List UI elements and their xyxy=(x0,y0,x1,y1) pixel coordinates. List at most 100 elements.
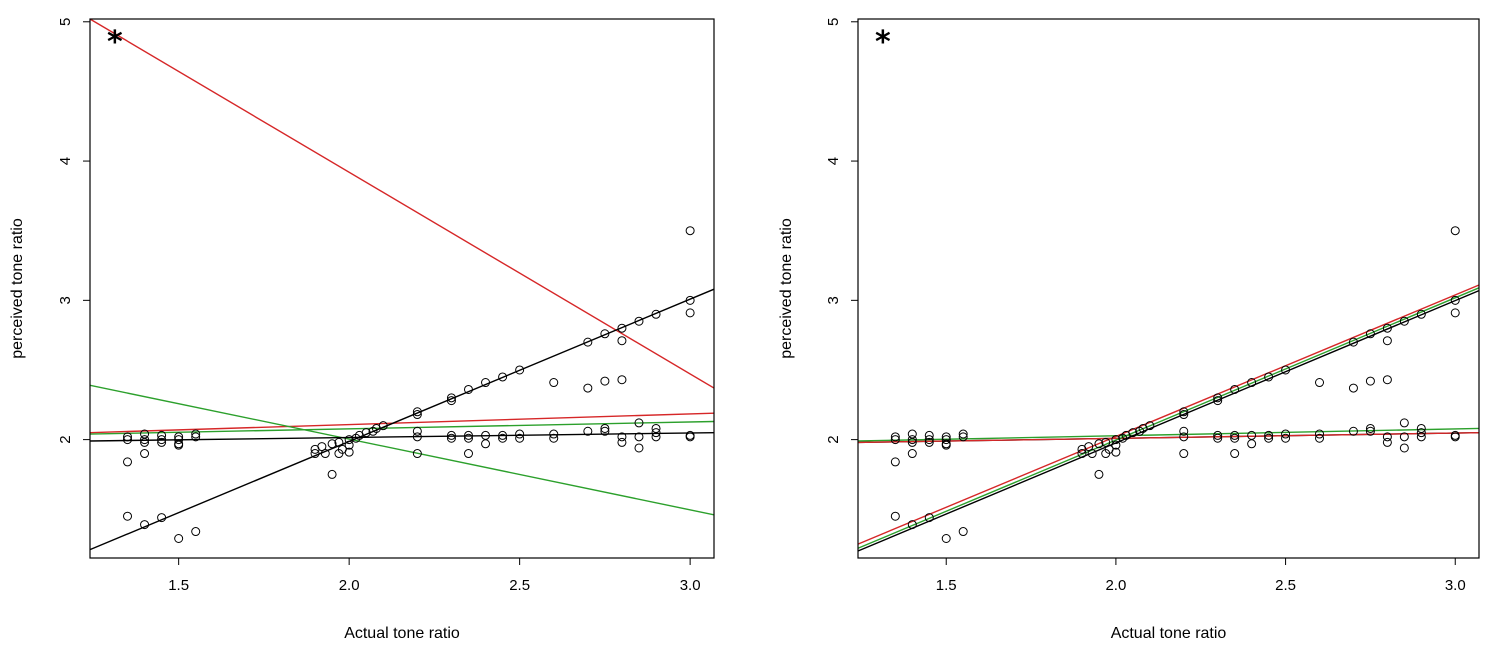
fit-line-1 xyxy=(90,19,714,389)
data-point xyxy=(1382,375,1392,385)
data-point xyxy=(1179,407,1189,417)
data-point xyxy=(1084,442,1094,452)
data-point xyxy=(1230,433,1240,443)
data-point xyxy=(481,439,491,449)
data-point xyxy=(583,383,593,393)
y-tick-label: 5 xyxy=(825,18,842,26)
data-point xyxy=(1179,449,1189,459)
data-point xyxy=(1087,449,1097,459)
data-point xyxy=(651,432,661,442)
data-point xyxy=(634,418,644,428)
data-point xyxy=(685,432,695,442)
data-point xyxy=(412,410,422,420)
data-point xyxy=(907,437,917,447)
data-point xyxy=(1365,426,1375,436)
data-point xyxy=(174,435,184,445)
data-point xyxy=(600,423,610,433)
data-point xyxy=(463,449,473,459)
data-point xyxy=(549,433,559,443)
data-point xyxy=(549,429,559,439)
data-point xyxy=(1179,432,1189,442)
data-point xyxy=(320,449,330,459)
x-tick-label: 2.0 xyxy=(339,577,360,594)
data-point xyxy=(1213,430,1223,440)
data-point xyxy=(907,520,917,530)
fit-line-4 xyxy=(90,420,714,435)
y-tick-label: 3 xyxy=(57,296,74,304)
data-point xyxy=(1399,443,1409,453)
data-point xyxy=(327,469,337,479)
data-point xyxy=(907,435,917,445)
fit-line-3 xyxy=(90,384,714,516)
data-point xyxy=(1101,437,1111,447)
data-point xyxy=(583,337,593,347)
data-point xyxy=(123,432,133,442)
data-point xyxy=(515,429,525,439)
x-axis-label: Actual tone ratio xyxy=(344,625,460,642)
y-tick-label: 2 xyxy=(825,435,842,443)
y-tick-label: 2 xyxy=(57,435,74,443)
data-point xyxy=(1111,435,1121,445)
data-point xyxy=(958,432,968,442)
data-point xyxy=(327,439,337,449)
data-point xyxy=(1315,429,1325,439)
data-point xyxy=(617,437,627,447)
data-point xyxy=(617,432,627,442)
data-point xyxy=(634,316,644,326)
data-point xyxy=(344,447,354,457)
data-point xyxy=(1145,421,1155,431)
data-point xyxy=(446,433,456,443)
data-point xyxy=(1111,440,1121,450)
data-point xyxy=(924,435,934,445)
data-point xyxy=(958,527,968,537)
data-point xyxy=(617,375,627,385)
data-point xyxy=(634,432,644,442)
data-point xyxy=(1264,372,1274,382)
data-point xyxy=(1382,437,1392,447)
data-point xyxy=(907,449,917,459)
data-point xyxy=(1348,426,1358,436)
data-point xyxy=(463,384,473,394)
x-tick-label: 1.5 xyxy=(936,577,957,594)
data-point xyxy=(1281,365,1291,375)
data-point xyxy=(498,372,508,382)
data-point xyxy=(446,430,456,440)
data-point xyxy=(310,449,320,459)
data-point xyxy=(1416,432,1426,442)
x-tick-label: 2.5 xyxy=(1275,577,1296,594)
data-point xyxy=(157,437,167,447)
fit-line-6 xyxy=(90,288,714,551)
data-point xyxy=(600,376,610,386)
data-point xyxy=(924,437,934,447)
data-point xyxy=(1213,393,1223,403)
x-tick-label: 3.0 xyxy=(680,577,701,594)
data-point xyxy=(1077,449,1087,459)
data-point xyxy=(1230,430,1240,440)
data-point xyxy=(651,309,661,319)
fit-line-5 xyxy=(90,431,714,442)
data-point xyxy=(1450,432,1460,442)
data-point xyxy=(1128,428,1138,438)
data-point xyxy=(140,437,150,447)
data-point xyxy=(890,432,900,442)
data-point xyxy=(1450,226,1460,236)
data-point xyxy=(685,295,695,305)
plot-frame xyxy=(857,18,1480,559)
data-point xyxy=(1416,428,1426,438)
data-point xyxy=(191,429,201,439)
data-point xyxy=(515,365,525,375)
data-point xyxy=(412,407,422,417)
fit-line-2 xyxy=(90,412,714,434)
data-point xyxy=(157,435,167,445)
data-point xyxy=(157,430,167,440)
data-point xyxy=(344,440,354,450)
data-point xyxy=(1382,323,1392,333)
data-point xyxy=(1281,433,1291,443)
y-tick-label: 4 xyxy=(825,157,842,165)
data-point xyxy=(498,430,508,440)
data-point xyxy=(1230,384,1240,394)
data-point xyxy=(174,534,184,544)
data-point xyxy=(334,437,344,447)
data-point xyxy=(1399,432,1409,442)
data-point xyxy=(1365,329,1375,339)
